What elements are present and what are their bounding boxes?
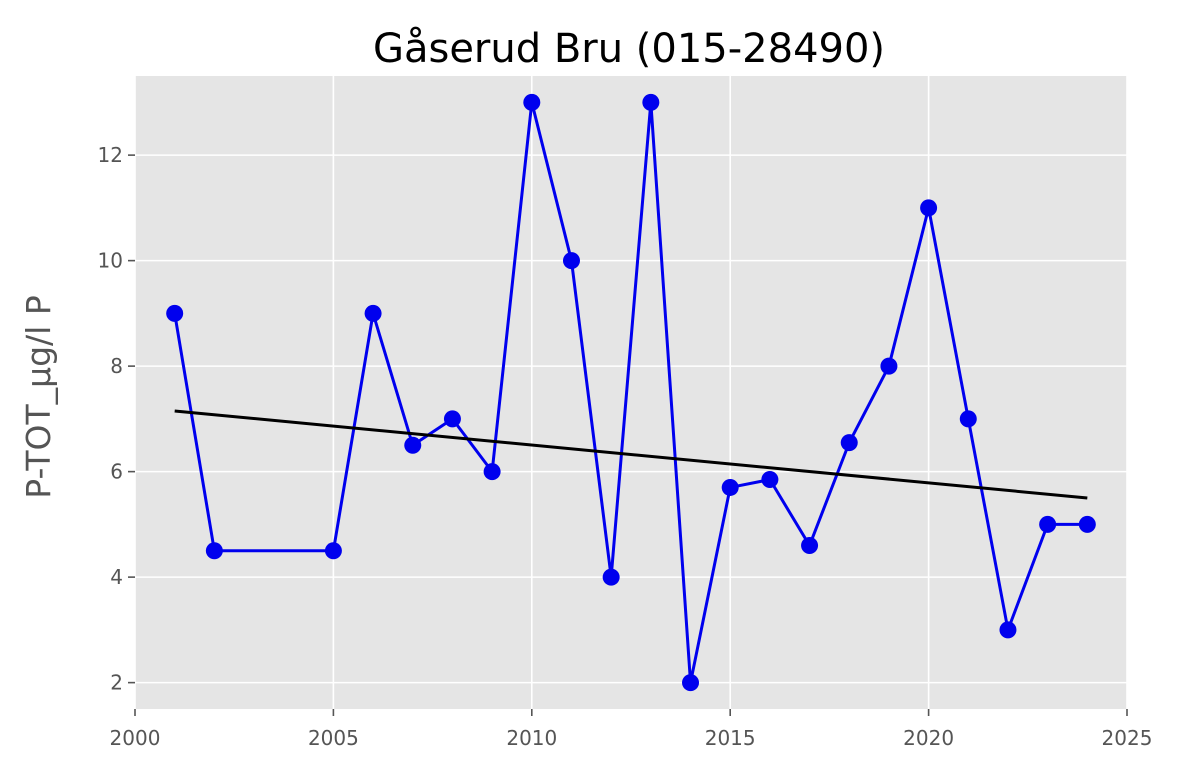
x-tick-label: 2015 [705,726,756,750]
data-point [205,542,223,560]
y-tick-label: 8 [110,354,123,378]
data-point [959,410,977,428]
x-tick-label: 2010 [506,726,557,750]
data-point [166,304,184,322]
y-tick-label: 6 [110,460,123,484]
y-tick-label: 4 [110,565,123,589]
y-tick-label: 2 [110,671,123,695]
data-point [324,542,342,560]
data-point [483,463,501,481]
y-axis-ticks: 2 4 6 8 10 12 [98,143,135,695]
data-point [801,536,819,554]
series-layer [173,100,1088,685]
data-point [840,434,858,452]
x-tick-label: 2025 [1102,726,1153,750]
x-tick-label: 2020 [903,726,954,750]
data-point [880,357,898,375]
data-point [404,436,422,454]
grid [134,76,1128,709]
data-point [999,621,1017,639]
x-axis-ticks: 2000 2005 2010 2015 2020 2025 [110,709,1153,750]
data-point [443,410,461,428]
y-tick-label: 12 [98,143,123,167]
data-point [721,478,739,496]
data-point [1039,515,1057,533]
series-line [173,100,1088,685]
trend-line [174,409,1088,500]
data-point [523,93,541,111]
data-point [682,674,700,692]
data-point [761,471,779,489]
y-tick-label: 10 [98,249,123,273]
x-tick-label: 2000 [110,726,161,750]
data-point [1078,515,1096,533]
plot-area [135,76,1127,709]
chart-title: Gåserud Bru (015-28490) [373,26,885,72]
data-point [602,568,620,586]
trend-layer [166,93,1096,692]
y-axis-label: P-TOT_µg/l P [19,295,58,498]
data-point [642,93,660,111]
data-point [920,199,938,217]
data-point [364,304,382,322]
data-point [562,252,580,270]
x-tick-label: 2005 [308,726,359,750]
